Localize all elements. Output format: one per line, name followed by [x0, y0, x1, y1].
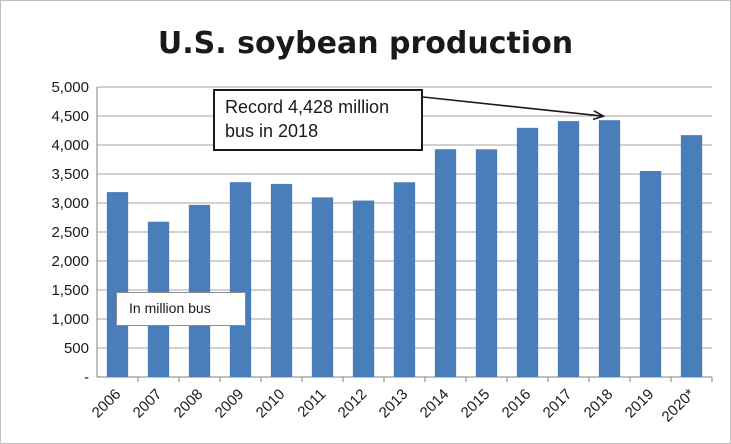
y-tick-label: -	[84, 369, 89, 386]
y-tick-label: 2,500	[51, 224, 89, 241]
bar-2016	[516, 127, 539, 377]
y-tick-label: 5,000	[51, 79, 89, 96]
y-tick-label: 4,000	[51, 137, 89, 154]
bar-2015	[475, 149, 498, 377]
y-tick-label: 1,000	[51, 311, 89, 328]
chart-title: U.S. soybean production	[157, 26, 574, 61]
bar-2011	[311, 197, 334, 377]
y-tick-label: 4,500	[51, 108, 89, 125]
x-tick-label: 2020*	[659, 386, 699, 426]
y-tick-label: 1,500	[51, 282, 89, 299]
bar-2010	[270, 183, 293, 377]
y-tick-label: 500	[64, 340, 89, 357]
bar-2009	[229, 182, 252, 377]
x-tick-label: 2009	[212, 386, 248, 422]
x-tick-label: 2017	[540, 386, 576, 422]
x-tick-label: 2011	[294, 386, 329, 421]
x-tick-label: 2014	[417, 386, 453, 422]
annotation-arrowhead	[592, 110, 606, 121]
y-tick-label: 3,500	[51, 166, 89, 183]
x-tick-label: 2016	[499, 386, 535, 422]
unit-note: In million bus	[116, 292, 246, 326]
x-tick-label: 2010	[253, 386, 289, 422]
x-tick-label: 2018	[581, 386, 617, 422]
bar-2012	[352, 200, 375, 377]
y-tick-label: 3,000	[51, 195, 89, 212]
x-tick-label: 2015	[458, 386, 494, 422]
bar-2019	[639, 170, 662, 377]
x-tick-label: 2013	[376, 386, 412, 422]
x-tick-label: 2008	[171, 386, 207, 422]
x-tick-label: 2007	[130, 386, 166, 422]
record-annotation: Record 4,428 million bus in 2018	[213, 89, 423, 151]
bar-2008	[188, 204, 211, 377]
bar-2006	[106, 192, 129, 377]
x-tick-label: 2012	[335, 386, 371, 422]
bar-2017	[557, 121, 580, 377]
bar-2013	[393, 182, 416, 377]
x-tick-label: 2019	[622, 386, 658, 422]
bar-2014	[434, 149, 457, 377]
bar-2018	[598, 120, 621, 378]
bar-2020	[680, 135, 703, 377]
x-tick-label: 2006	[89, 386, 125, 422]
annotation-arrow	[422, 96, 604, 117]
y-tick-label: 2,000	[51, 253, 89, 270]
